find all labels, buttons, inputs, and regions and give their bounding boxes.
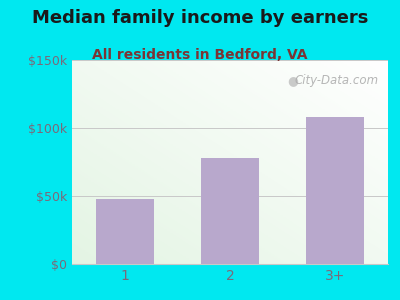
Bar [96, 199, 154, 264]
Text: City-Data.com: City-Data.com [294, 74, 378, 87]
Text: All residents in Bedford, VA: All residents in Bedford, VA [92, 48, 308, 62]
Text: Median family income by earners: Median family income by earners [32, 9, 368, 27]
Bar [306, 117, 364, 264]
Bar [201, 158, 259, 264]
Text: ●: ● [287, 74, 298, 87]
